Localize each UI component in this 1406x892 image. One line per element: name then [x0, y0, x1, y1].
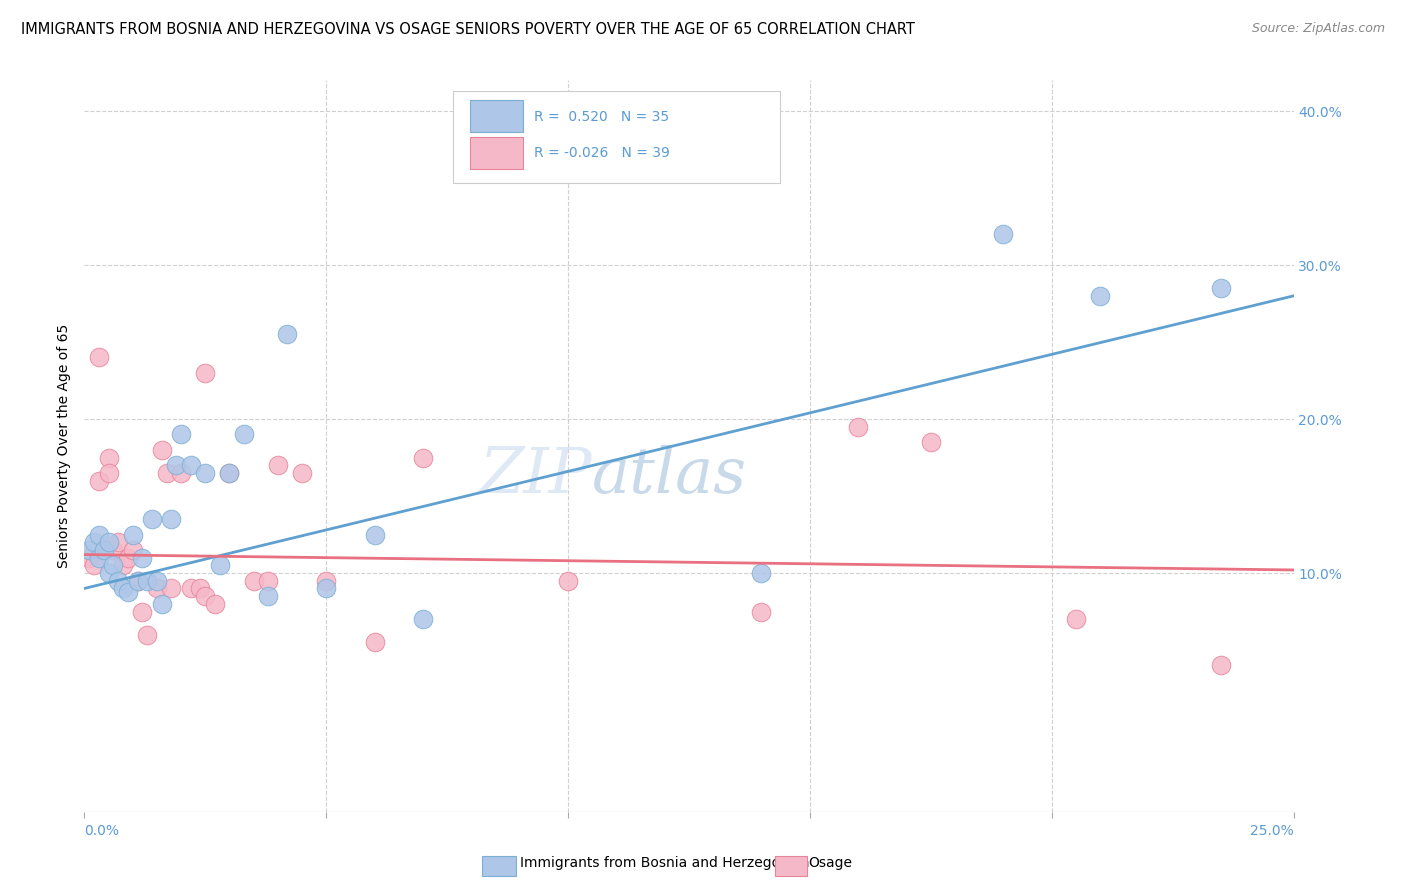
FancyBboxPatch shape	[470, 136, 523, 169]
Point	[160, 512, 183, 526]
Y-axis label: Seniors Poverty Over the Age of 65: Seniors Poverty Over the Age of 65	[58, 324, 72, 568]
Text: Immigrants from Bosnia and Herzegovina: Immigrants from Bosnia and Herzegovina	[520, 856, 810, 871]
Point	[1209, 658, 1232, 673]
Point	[93, 543, 115, 558]
Point	[194, 589, 217, 603]
Point	[846, 419, 869, 434]
Point	[127, 574, 149, 588]
FancyBboxPatch shape	[470, 100, 523, 132]
Text: 0.0%: 0.0%	[84, 824, 120, 838]
Point	[412, 612, 434, 626]
Point	[83, 535, 105, 549]
Point	[165, 458, 187, 473]
FancyBboxPatch shape	[453, 91, 780, 183]
Point	[257, 574, 280, 588]
Point	[146, 582, 169, 596]
Point	[150, 442, 173, 457]
Point	[170, 466, 193, 480]
Point	[160, 582, 183, 596]
Point	[97, 535, 120, 549]
Point	[107, 535, 129, 549]
Point	[103, 558, 125, 573]
Point	[131, 550, 153, 565]
Point	[557, 574, 579, 588]
Point	[155, 466, 177, 480]
Point	[97, 450, 120, 465]
Point	[291, 466, 314, 480]
Point	[208, 558, 231, 573]
Point	[1209, 281, 1232, 295]
Point	[267, 458, 290, 473]
Point	[218, 466, 240, 480]
Point	[93, 543, 115, 558]
Point	[751, 566, 773, 580]
Point	[97, 466, 120, 480]
Text: Source: ZipAtlas.com: Source: ZipAtlas.com	[1251, 22, 1385, 36]
Point	[103, 543, 125, 558]
Text: Osage: Osage	[808, 856, 852, 871]
Text: IMMIGRANTS FROM BOSNIA AND HERZEGOVINA VS OSAGE SENIORS POVERTY OVER THE AGE OF : IMMIGRANTS FROM BOSNIA AND HERZEGOVINA V…	[21, 22, 915, 37]
Point	[87, 474, 110, 488]
Text: R =  0.520   N = 35: R = 0.520 N = 35	[534, 110, 669, 124]
Point	[150, 597, 173, 611]
Point	[180, 458, 202, 473]
Point	[190, 582, 212, 596]
Point	[117, 584, 139, 599]
Point	[117, 550, 139, 565]
Point	[121, 543, 143, 558]
Point	[127, 574, 149, 588]
Point	[170, 427, 193, 442]
Point	[233, 427, 256, 442]
Point	[257, 589, 280, 603]
Point	[136, 627, 159, 641]
Point	[242, 574, 264, 588]
Point	[112, 558, 135, 573]
Point	[1088, 289, 1111, 303]
Text: ZIP: ZIP	[479, 444, 592, 506]
Point	[315, 574, 337, 588]
Point	[204, 597, 226, 611]
Point	[363, 635, 385, 649]
Point	[83, 558, 105, 573]
Point	[363, 527, 385, 541]
Point	[1064, 612, 1087, 626]
Point	[97, 566, 120, 580]
Point	[146, 574, 169, 588]
Point	[194, 366, 217, 380]
Point	[87, 351, 110, 365]
Point	[87, 527, 110, 541]
Point	[141, 512, 163, 526]
Point	[276, 327, 298, 342]
Point	[136, 574, 159, 588]
Point	[315, 582, 337, 596]
Point	[218, 466, 240, 480]
Point	[180, 582, 202, 596]
Point	[751, 605, 773, 619]
Point	[194, 466, 217, 480]
Text: atlas: atlas	[592, 444, 747, 506]
Point	[107, 574, 129, 588]
Point	[412, 450, 434, 465]
Point	[993, 227, 1015, 242]
Text: 25.0%: 25.0%	[1250, 824, 1294, 838]
Point	[112, 582, 135, 596]
Point	[87, 550, 110, 565]
Point	[121, 527, 143, 541]
Point	[131, 605, 153, 619]
Point	[77, 543, 100, 558]
Text: R = -0.026   N = 39: R = -0.026 N = 39	[534, 146, 671, 161]
Point	[77, 550, 100, 565]
Point	[920, 435, 942, 450]
